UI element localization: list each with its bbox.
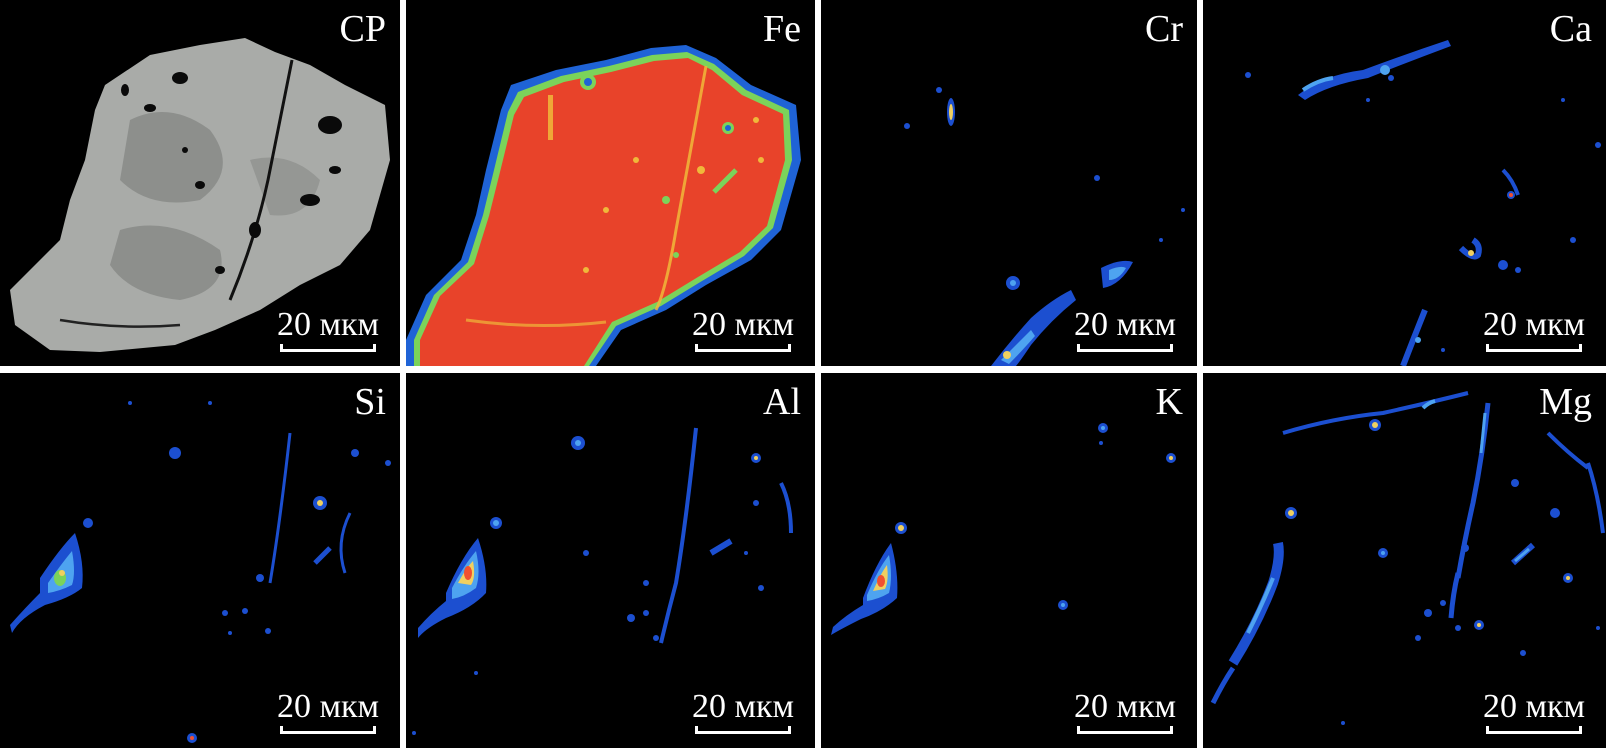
scale-text: 20 мкм [691,688,795,725]
si-map [10,401,391,743]
panel-k: K 20 мкм [821,373,1197,748]
scale-bar-line [695,344,791,352]
backscatter-image [10,38,390,352]
scale-bar: 20 мкм [1069,690,1181,734]
panel-mg: Mg 20 мкм [1203,373,1606,748]
panel-si: Si 20 мкм [0,373,400,748]
scale-bar-line [280,726,376,734]
panel-label: Fe [763,8,801,50]
fe-map [406,45,801,366]
mg-map [1210,391,1605,725]
scale-text: 20 мкм [276,688,380,725]
scale-text: 20 мкм [1073,306,1177,343]
scale-bar: 20 мкм [1478,308,1590,352]
panel-label: Ca [1549,8,1592,50]
scale-bar-line [1077,726,1173,734]
scale-bar: 20 мкм [272,308,384,352]
panel-label: K [1155,381,1183,423]
scale-bar-line [1486,344,1582,352]
panel-label: Al [763,381,801,423]
k-map [831,423,1176,635]
panel-label: Cr [1145,8,1183,50]
scale-text: 20 мкм [1482,306,1586,343]
panel-label: Si [354,381,386,423]
scale-bar-line [1486,726,1582,734]
scale-text: 20 мкм [1482,688,1586,725]
scale-bar-line [280,344,376,352]
panel-cp: CP 20 мкм [0,0,400,366]
scale-bar: 20 мкм [1478,690,1590,734]
scale-text: 20 мкм [1073,688,1177,725]
scale-bar: 20 мкм [687,308,799,352]
scale-bar: 20 мкм [272,690,384,734]
scale-text: 20 мкм [276,306,380,343]
panel-fe: Fe 20 мкм [406,0,815,366]
scale-bar-line [1077,344,1173,352]
panel-al: Al 20 мкм [406,373,815,748]
scale-bar: 20 мкм [687,690,799,734]
scale-text: 20 мкм [691,306,795,343]
ca-map [1245,40,1601,366]
scale-bar-line [695,726,791,734]
panel-label: CP [339,8,386,50]
panel-label: Mg [1539,381,1592,423]
scale-bar: 20 мкм [1069,308,1181,352]
cr-map [904,87,1185,366]
al-map [412,427,793,735]
panel-cr: Cr 20 мкм [821,0,1197,366]
panel-ca: Ca 20 мкм [1203,0,1606,366]
